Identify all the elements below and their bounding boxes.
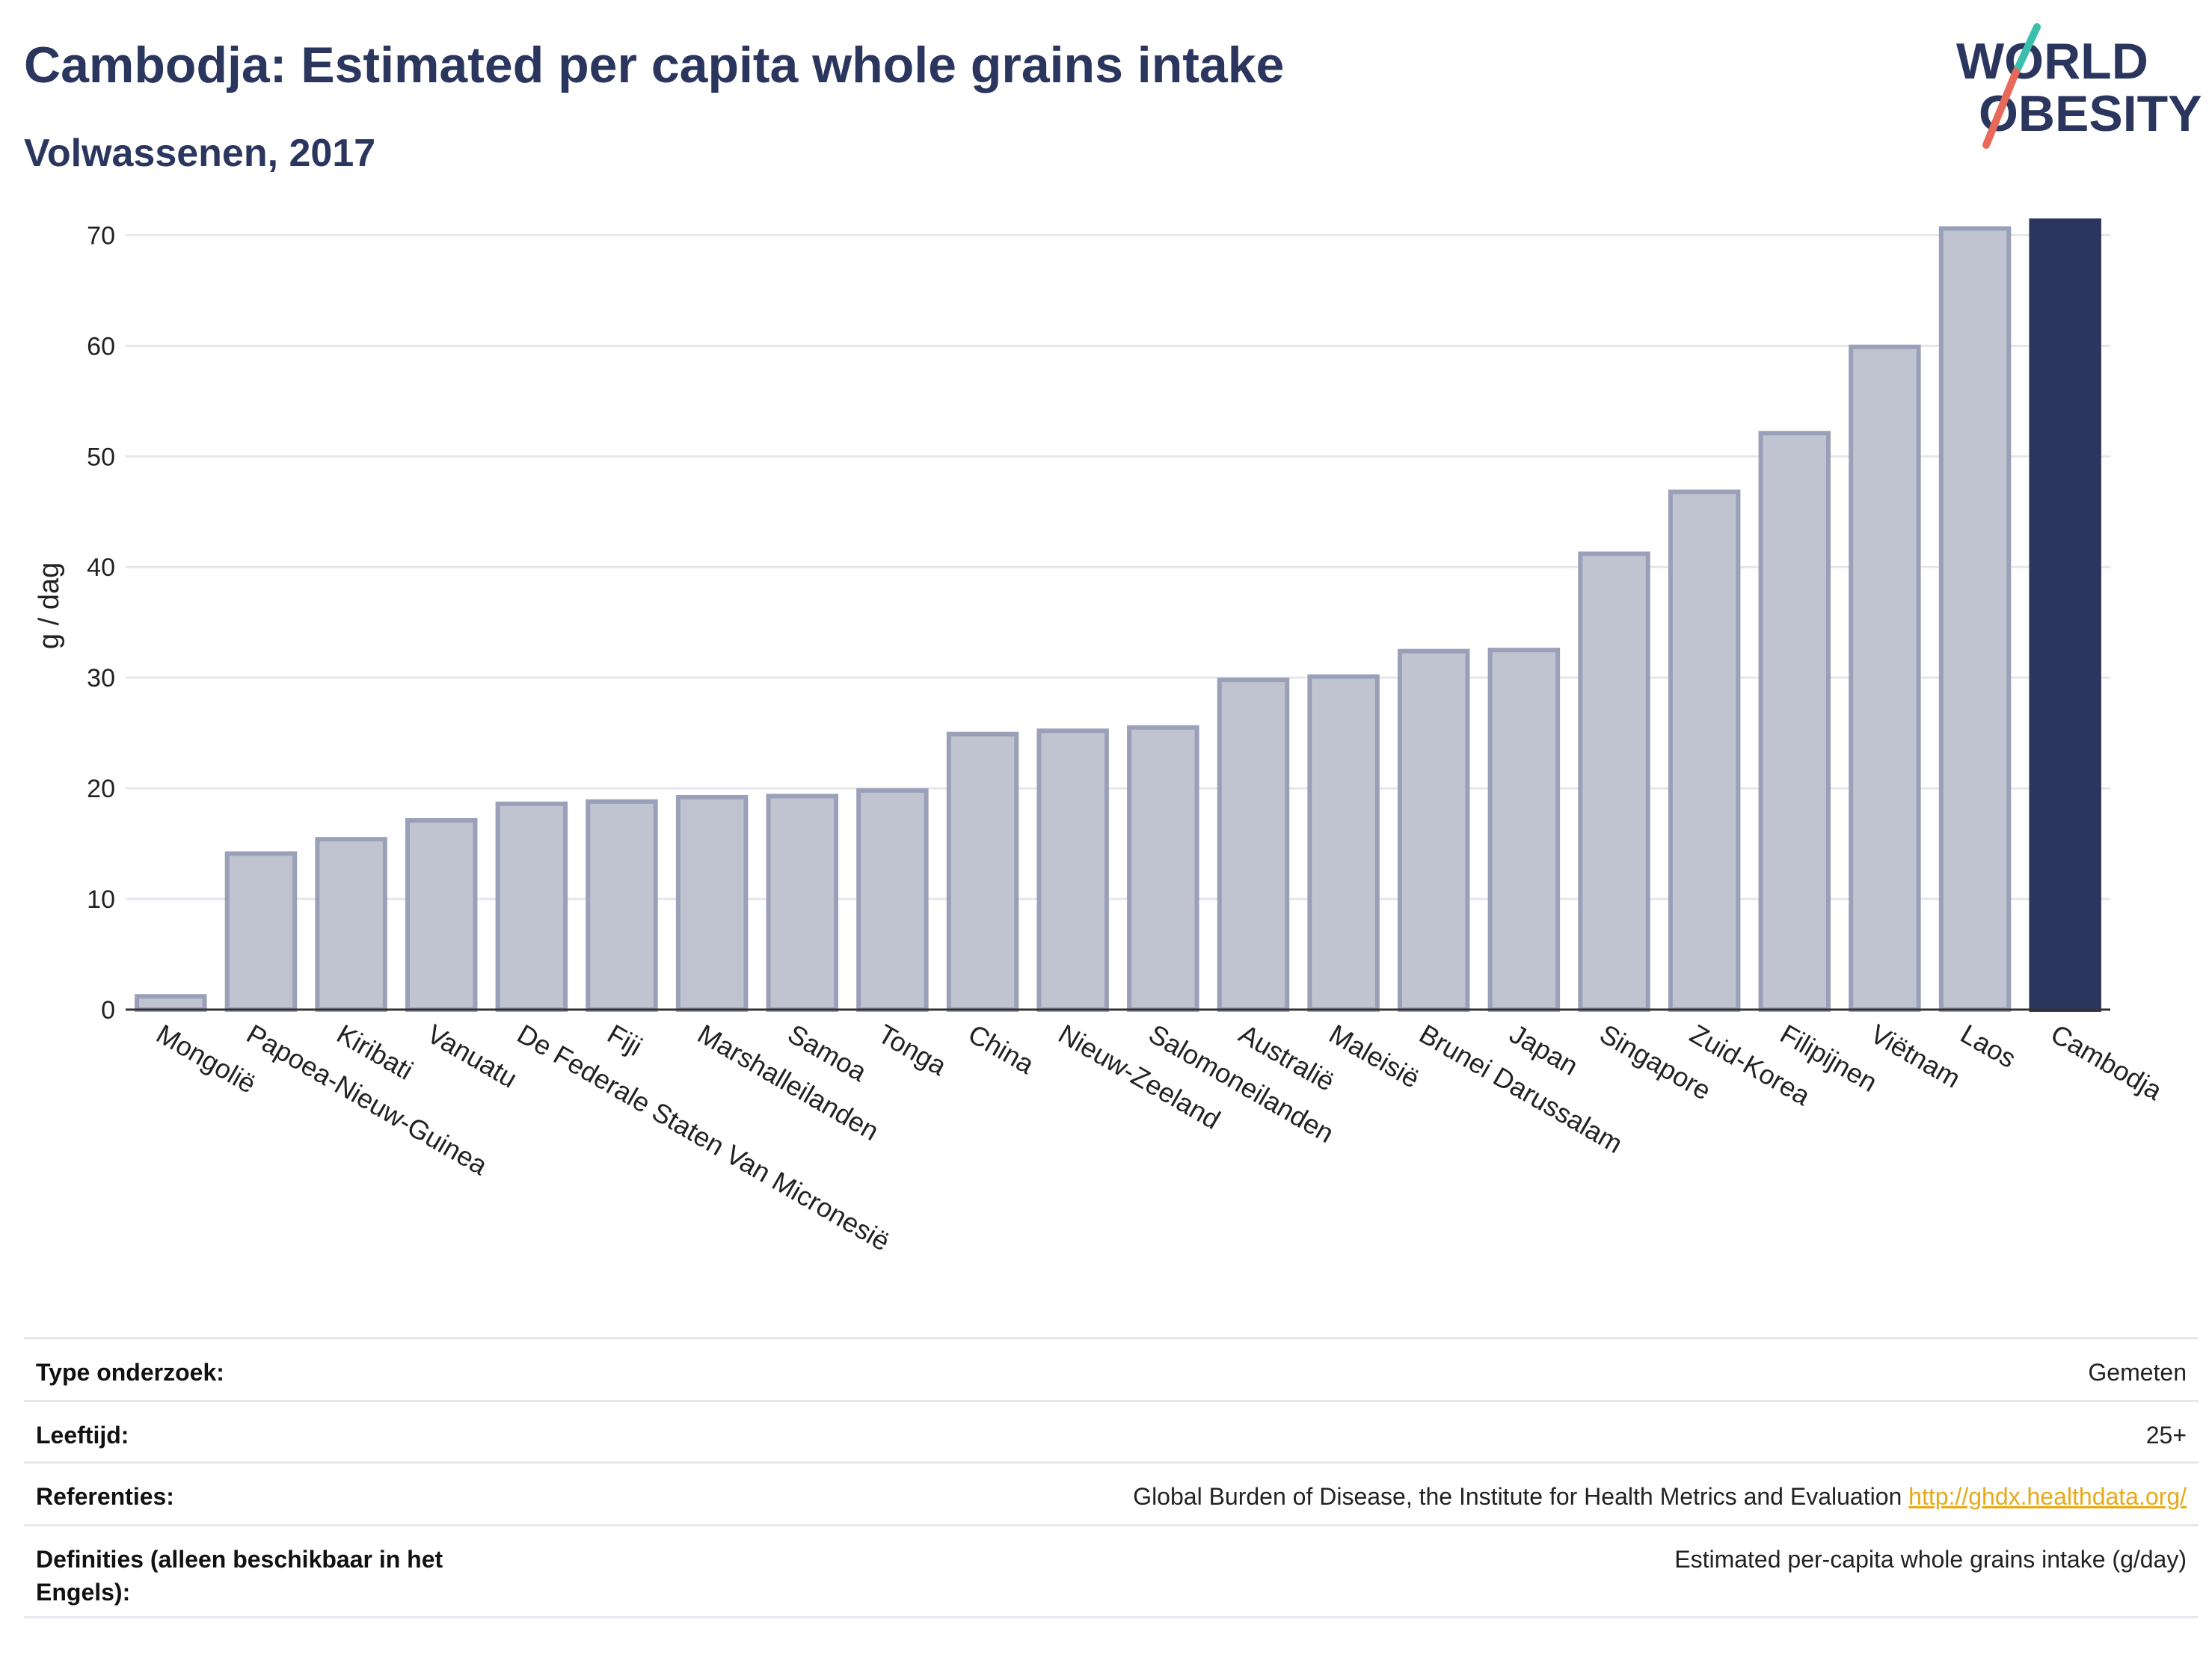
info-row-definitions: Definities (alleen beschikbaar in het En… xyxy=(24,1524,2199,1618)
bar-filipijnen[interactable] xyxy=(1758,431,1831,1012)
world-obesity-logo: WORLD OBESITY xyxy=(1956,23,2202,149)
bar-fiji[interactable] xyxy=(586,799,658,1013)
info-key-age: Leeftijd: xyxy=(36,1422,129,1449)
bar-de-federale-staten-van-micronesi-[interactable] xyxy=(495,801,568,1012)
bar-maleisi-[interactable] xyxy=(1307,674,1380,1012)
bar-marshalleilanden[interactable] xyxy=(675,794,749,1012)
bar-china[interactable] xyxy=(946,731,1019,1013)
x-tick-label: China xyxy=(963,1018,1040,1080)
y-tick-label: 50 xyxy=(87,443,115,471)
info-value-definitions: Estimated per-capita whole grains intake… xyxy=(1674,1546,2187,1573)
chart-subtitle: Volwassenen, 2017 xyxy=(24,132,376,175)
y-tick-label: 30 xyxy=(87,664,115,693)
bar-kiribati[interactable] xyxy=(315,837,387,1013)
info-value-type: Gemeten xyxy=(2088,1359,2187,1386)
info-key-definitions: Definities (alleen beschikbaar in het En… xyxy=(36,1546,443,1606)
info-key-type: Type onderzoek: xyxy=(36,1359,224,1386)
y-tick-labels: 0 10 20 30 40 50 60 70 xyxy=(87,221,115,1025)
x-tick-label: Vanuatu xyxy=(422,1018,522,1093)
bar-japan[interactable] xyxy=(1487,648,1561,1013)
bar-mongoli-[interactable] xyxy=(135,994,207,1013)
y-tick-label: 60 xyxy=(87,332,115,360)
logo-slash-top xyxy=(2014,23,2041,73)
x-tick-label: Maleisië xyxy=(1324,1018,1425,1094)
info-key-references: Referenties: xyxy=(36,1483,174,1510)
info-row-references: Referenties: Global Burden of Disease, t… xyxy=(24,1461,2199,1524)
bar-brunei-darussalam[interactable] xyxy=(1397,648,1470,1012)
y-tick-label: 0 xyxy=(101,996,115,1025)
bar-vanuatu[interactable] xyxy=(405,818,478,1012)
bar-nieuw-zeeland[interactable] xyxy=(1036,728,1109,1013)
bar-salomoneilanden[interactable] xyxy=(1127,725,1199,1013)
bar-tonga[interactable] xyxy=(856,788,929,1012)
info-row-age: Leeftijd: 25+ xyxy=(24,1400,2199,1461)
bar-australi-[interactable] xyxy=(1217,678,1290,1012)
bar-cambodja[interactable] xyxy=(2029,218,2101,1013)
logo-text-obesity: OBESITY xyxy=(1979,85,2202,142)
info-row-type: Type onderzoek: Gemeten xyxy=(24,1337,2199,1400)
y-tick-label: 70 xyxy=(87,221,115,250)
x-tick-label: Fiji xyxy=(603,1018,648,1061)
x-tick-label: Laos xyxy=(1956,1018,2021,1074)
x-tick-label: Tonga xyxy=(873,1018,952,1081)
x-tick-label: Mongolië xyxy=(151,1018,261,1099)
bar-laos[interactable] xyxy=(1938,226,2012,1012)
bar-samoa[interactable] xyxy=(766,793,839,1012)
reference-text: Global Burden of Disease, the Institute … xyxy=(1133,1483,1902,1510)
info-table: Type onderzoek: Gemeten Leeftijd: 25+ Re… xyxy=(24,1337,2199,1618)
info-value-references: Global Burden of Disease, the Institute … xyxy=(1133,1480,2187,1513)
x-tick-label: Cambodja xyxy=(2046,1018,2168,1106)
bar-papoea-nieuw-guinea[interactable] xyxy=(224,851,298,1012)
y-axis-title: g / dag xyxy=(34,562,65,649)
logo-slash-bottom xyxy=(1982,68,2020,149)
bar-vi-tnam[interactable] xyxy=(1849,344,1921,1012)
y-tick-label: 10 xyxy=(87,885,115,914)
bar-chart: 0 10 20 30 40 50 60 70 MongoliëPapoea-Nieuw-Gui… xyxy=(34,218,2168,1257)
logo-text-world: WORLD xyxy=(1956,33,2148,90)
y-tick-label: 20 xyxy=(87,775,115,803)
bars xyxy=(135,218,2101,1013)
chart-title: Cambodja: Estimated per capita whole gra… xyxy=(24,37,1285,93)
info-value-age: 25+ xyxy=(2145,1422,2187,1449)
x-tick-label: Viëtnam xyxy=(1865,1018,1965,1093)
bar-zuid-korea[interactable] xyxy=(1668,489,1741,1012)
reference-link[interactable]: http://ghdx.healthdata.org/ xyxy=(1908,1483,2187,1510)
y-tick-label: 40 xyxy=(87,553,115,582)
bar-singapore[interactable] xyxy=(1578,551,1650,1012)
